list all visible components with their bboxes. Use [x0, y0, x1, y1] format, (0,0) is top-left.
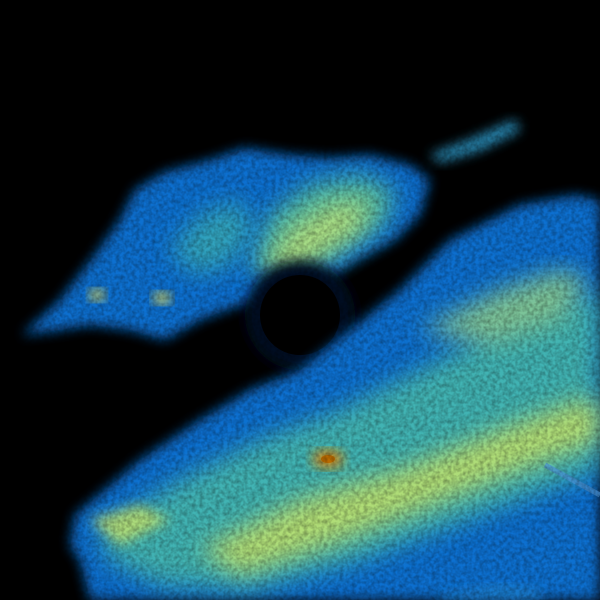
texture: [0, 0, 600, 600]
page: [0, 0, 600, 600]
radar-image: [0, 0, 600, 600]
